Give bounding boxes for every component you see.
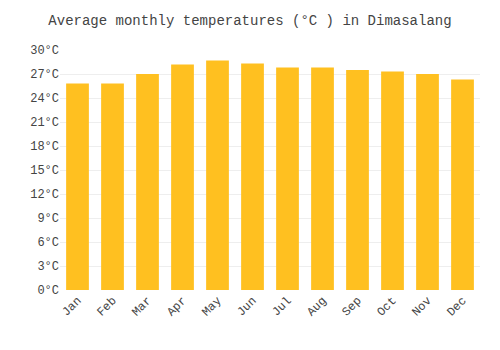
svg-text:Aug: Aug	[304, 294, 329, 319]
svg-text:Oct: Oct	[374, 294, 399, 319]
svg-text:15°C: 15°C	[30, 164, 59, 178]
svg-text:24°C: 24°C	[30, 92, 59, 106]
svg-text:27°C: 27°C	[30, 68, 59, 82]
svg-text:0°C: 0°C	[37, 284, 59, 298]
svg-text:Feb: Feb	[94, 294, 119, 319]
svg-text:6°C: 6°C	[37, 236, 59, 250]
svg-text:May: May	[199, 294, 224, 319]
svg-text:Jan: Jan	[59, 294, 84, 319]
svg-text:21°C: 21°C	[30, 116, 59, 130]
svg-text:Sep: Sep	[339, 294, 364, 319]
svg-text:3°C: 3°C	[37, 260, 59, 274]
svg-text:30°C: 30°C	[30, 44, 59, 58]
svg-text:Jun: Jun	[234, 294, 259, 319]
svg-text:Average monthly temperatures (: Average monthly temperatures (°C ) in Di…	[48, 13, 451, 29]
svg-text:Dec: Dec	[444, 294, 469, 319]
svg-text:9°C: 9°C	[37, 212, 59, 226]
svg-text:Nov: Nov	[409, 294, 434, 319]
svg-text:Mar: Mar	[129, 294, 154, 319]
svg-text:Jul: Jul	[269, 294, 294, 319]
svg-text:Apr: Apr	[164, 294, 189, 319]
svg-text:18°C: 18°C	[30, 140, 59, 154]
svg-text:12°C: 12°C	[30, 188, 59, 202]
